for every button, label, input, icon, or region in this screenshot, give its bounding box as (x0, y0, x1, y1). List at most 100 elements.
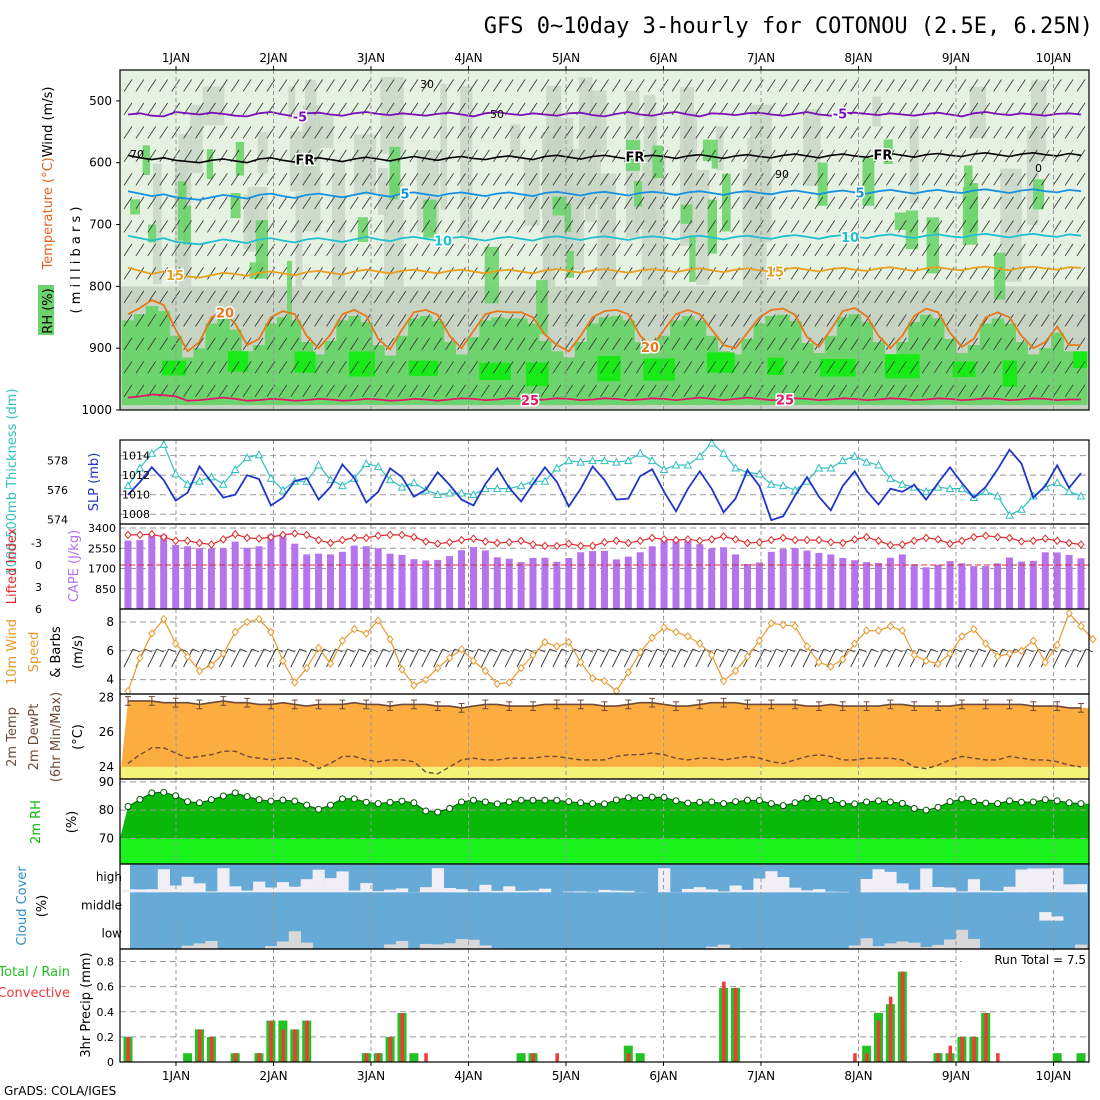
wind-barb (254, 361, 264, 374)
thickness-point (981, 487, 991, 496)
cape-bar (493, 557, 501, 609)
wind-barb (788, 648, 796, 653)
wind-barb (623, 220, 633, 233)
temp-tick-label: 26 (99, 725, 114, 739)
rh-shading-80 (652, 145, 664, 179)
wind-barb (909, 290, 919, 304)
cloud-high-bar (205, 891, 218, 893)
wind-barb (338, 173, 347, 186)
wind-barb (588, 79, 597, 92)
cape-tick-label: 2550 (88, 542, 116, 555)
wind-barb (647, 384, 657, 398)
wind-speed-point (160, 614, 168, 624)
cape-bar (732, 554, 739, 609)
wind-barb (695, 196, 705, 210)
wind-barb (1064, 173, 1074, 186)
rh-shading-80 (145, 306, 159, 405)
wind-barb (969, 173, 979, 186)
rh-shading-80 (230, 193, 241, 219)
wind-speed-point (303, 663, 311, 673)
wind-barb (752, 648, 760, 653)
rh2m-point (469, 796, 477, 804)
wind-barb (799, 648, 808, 653)
wind-barb (850, 290, 860, 304)
wind-barb (207, 384, 216, 398)
wind-barb (156, 648, 164, 653)
wind-barb (457, 220, 466, 233)
thickness-point (409, 478, 419, 487)
rh-shading-80 (389, 146, 401, 194)
wind-barb (814, 648, 825, 668)
wind-barb (862, 173, 871, 186)
wind-barb (766, 314, 776, 327)
wind-barb (695, 79, 705, 92)
wind-barb (731, 361, 740, 374)
wind-barb (647, 243, 657, 257)
rh-shading-80 (817, 162, 828, 206)
wind-barb (1064, 243, 1074, 257)
precip-convective-bar (888, 996, 893, 1062)
wind-barb (707, 196, 717, 210)
wind-barb (504, 384, 514, 398)
thickness-point (945, 484, 955, 493)
wind-barb (528, 220, 538, 233)
wind-barb (993, 79, 1002, 92)
wind-barb (278, 220, 288, 233)
rh2m-point (386, 798, 394, 806)
wind-barb (695, 126, 705, 139)
wind-barb (969, 149, 979, 163)
wind-barb (218, 243, 228, 257)
wind-barb (326, 126, 335, 139)
wind-barb (826, 648, 837, 668)
cloud-high-bar (515, 890, 528, 893)
rh2m-tick-label: 70 (99, 832, 114, 846)
cloud-high-bar (920, 868, 933, 893)
wind-speed-point (195, 666, 204, 676)
rh-shading-80 (670, 320, 683, 406)
rh-shading-50 (460, 86, 473, 237)
rh-shading-90 (706, 352, 735, 373)
wind-barb (433, 314, 443, 327)
wind-barb (993, 126, 1002, 139)
wind-barb (409, 173, 419, 186)
minmax-axis-label: (6hr Min/Max) (49, 692, 64, 782)
wind-barb (671, 243, 681, 257)
wind-speed-point (493, 679, 501, 689)
cloud-high-bar (479, 884, 492, 893)
wind-barb (969, 648, 980, 668)
precip-convective-bar (126, 1036, 130, 1062)
cloud-high-bar (455, 889, 468, 893)
rh2m-point (541, 796, 549, 804)
cloud-high-bar (824, 891, 838, 893)
wind-barb (909, 267, 919, 280)
precip-convective-bar (281, 1029, 285, 1062)
cloud-low-bar (872, 946, 885, 949)
wind-barb (778, 384, 788, 398)
wind-barb (338, 243, 347, 257)
rh2m-point (898, 799, 906, 807)
wind-barb (755, 337, 764, 351)
wind-barb (731, 648, 741, 668)
wind-barb (302, 196, 312, 210)
wind-barb (612, 126, 621, 139)
wind-barb (874, 267, 883, 280)
wind-barb (945, 173, 955, 186)
rh-shading-80 (860, 322, 874, 405)
wind-barb (1005, 196, 1014, 210)
wind-barb (1028, 290, 1038, 304)
wind-barb (588, 361, 597, 374)
cloud-high-bar (503, 886, 516, 893)
lifted-index-tick-label: -3 (31, 537, 42, 550)
thickness-point (838, 456, 848, 465)
wind-barb (302, 220, 312, 233)
wind-barb (623, 196, 633, 210)
wind-speed-point (612, 686, 621, 696)
wind-barb (457, 384, 466, 398)
wind-barb (540, 290, 550, 304)
wind-barb (1073, 648, 1082, 653)
wind-barb (516, 290, 526, 304)
wind-barb (409, 337, 419, 351)
wind-barb (659, 126, 669, 139)
rh-shading-80 (926, 217, 940, 274)
cape-bar (589, 551, 597, 609)
